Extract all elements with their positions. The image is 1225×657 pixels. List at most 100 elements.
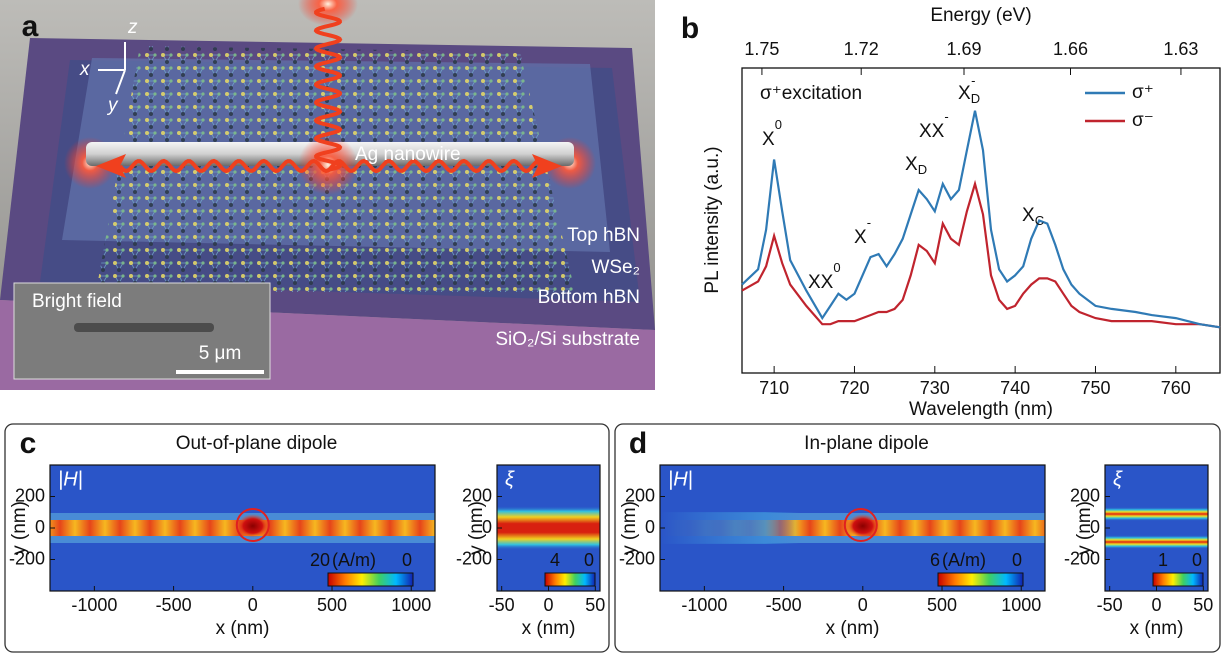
scale-label: 5 μm xyxy=(199,343,242,364)
colorbar xyxy=(328,573,413,586)
series-line xyxy=(742,184,1220,327)
annotation-text: X xyxy=(854,227,867,248)
x-axis-title: x (nm) xyxy=(1130,618,1184,639)
x-tick-label: 1000 xyxy=(1001,595,1041,615)
x-tick-label: 730 xyxy=(920,378,950,398)
x-tick-label: 750 xyxy=(1080,378,1110,398)
x-tick-label: 0 xyxy=(543,595,553,615)
panel-letter: d xyxy=(629,427,647,460)
annotation: XD - xyxy=(958,73,980,106)
layer-label: SiO₂/Si substrate xyxy=(495,329,640,350)
annotation-sup: 0 xyxy=(775,117,782,132)
annotation: XX- xyxy=(919,109,949,142)
series-line xyxy=(742,111,1220,328)
x-tick-label: 760 xyxy=(1161,378,1191,398)
x-tick-label: 500 xyxy=(927,595,957,615)
colorbar xyxy=(545,573,595,586)
x-tick-label: -50 xyxy=(489,595,515,615)
layer-label: WSe₂ xyxy=(591,257,640,278)
x-tick-label: -1000 xyxy=(681,595,727,615)
axis-label: y xyxy=(106,95,119,116)
inset-wire xyxy=(74,323,214,332)
x2-tick-label: 1.63 xyxy=(1163,39,1198,59)
x-tick-label: -1000 xyxy=(71,595,117,615)
colorbar-unit: (A/m) xyxy=(332,550,376,570)
annotation: XD xyxy=(905,154,927,177)
hot-spot xyxy=(237,514,269,538)
x-tick-label: 50 xyxy=(585,595,605,615)
inset-title: Bright field xyxy=(32,291,122,312)
annotation-text: XX xyxy=(808,272,834,293)
colorbar xyxy=(938,573,1023,586)
figure: z x y a Ag nanowire Top hBN WSe₂ Bottom … xyxy=(0,0,1225,657)
x-tick-label: 1000 xyxy=(391,595,431,615)
colorbar-label: 4 xyxy=(550,550,560,570)
x-axis-title: x (nm) xyxy=(826,618,880,639)
annotation-sub: D xyxy=(971,91,980,106)
y-tick-label: 0 xyxy=(645,517,655,537)
layer-label: Ag nanowire xyxy=(355,144,461,165)
panel-b: b Energy (eV) Wavelength (nm) PL intensi… xyxy=(681,5,1220,420)
heatmap-band xyxy=(1105,507,1208,521)
annotation: XC xyxy=(1022,205,1044,228)
y-tick-label: 0 xyxy=(35,517,45,537)
y-axis-title: y (nm) xyxy=(466,501,487,555)
x2-tick-label: 1.69 xyxy=(946,39,981,59)
y-axis-title: y (nm) xyxy=(1074,501,1095,555)
legend-label: σ⁻ xyxy=(1132,110,1154,131)
panel-a: z x y a Ag nanowire Top hBN WSe₂ Bottom … xyxy=(0,0,655,390)
annotation-sup: - xyxy=(971,73,975,88)
annotation-text: X xyxy=(1022,205,1035,226)
panel-letter: c xyxy=(20,427,37,460)
heatmap-band xyxy=(1105,535,1208,549)
colorbar-label: 0 xyxy=(584,550,594,570)
plot-label: ξ xyxy=(1113,468,1123,490)
x2-tick-label: 1.72 xyxy=(844,39,879,59)
layer-label: Top hBN xyxy=(567,225,640,246)
heatmap-band xyxy=(497,506,600,550)
y-axis-title: y (nm) xyxy=(619,501,640,555)
x-tick-label: 710 xyxy=(759,378,789,398)
annotation-text: X xyxy=(905,154,918,175)
annotation: σ⁺excitation xyxy=(760,83,862,104)
x-tick-label: 740 xyxy=(1000,378,1030,398)
annotation-sub: D xyxy=(918,162,927,177)
panel-title: Out-of-plane dipole xyxy=(176,433,338,454)
annotation: X0 xyxy=(762,117,782,150)
annotation-text: σ⁺excitation xyxy=(760,83,862,104)
annotation: XX0 xyxy=(808,260,841,293)
panel-letter: a xyxy=(22,10,39,43)
annotation-sup: - xyxy=(944,109,948,124)
x-axis-title: Wavelength (nm) xyxy=(909,399,1053,420)
x-tick-label: 0 xyxy=(1151,595,1161,615)
annotation: X- xyxy=(854,215,871,248)
colorbar-label: 0 xyxy=(1012,550,1022,570)
colorbar xyxy=(1153,573,1203,586)
x-axis-title: x (nm) xyxy=(522,618,576,639)
x-axis-title: x (nm) xyxy=(216,618,270,639)
panel-letter: b xyxy=(681,12,699,45)
x2-tick-label: 1.66 xyxy=(1053,39,1088,59)
colorbar-label: 6 xyxy=(930,550,940,570)
annotation-text: X xyxy=(958,83,971,104)
annotation-text: X xyxy=(762,129,775,150)
legend-label: σ⁺ xyxy=(1132,82,1154,103)
panel-title: In-plane dipole xyxy=(804,433,929,454)
colorbar-unit: (A/m) xyxy=(942,550,986,570)
x-tick-label: 50 xyxy=(1193,595,1213,615)
annotation-sup: - xyxy=(867,215,871,230)
annotation-text: XX xyxy=(919,121,945,142)
plot-label: |H| xyxy=(668,468,693,490)
x-tick-label: -50 xyxy=(1097,595,1123,615)
x-tick-label: 0 xyxy=(248,595,258,615)
x-tick-label: -500 xyxy=(766,595,802,615)
axis-label: z xyxy=(127,17,138,38)
axis-label: x xyxy=(79,59,91,80)
colorbar-label: 0 xyxy=(402,550,412,570)
y-axis-title: y (nm) xyxy=(9,501,30,555)
colorbar-label: 0 xyxy=(1192,550,1202,570)
plot-label: ξ xyxy=(505,468,515,490)
plot-label: |H| xyxy=(58,468,83,490)
colorbar-label: 20 xyxy=(310,550,330,570)
